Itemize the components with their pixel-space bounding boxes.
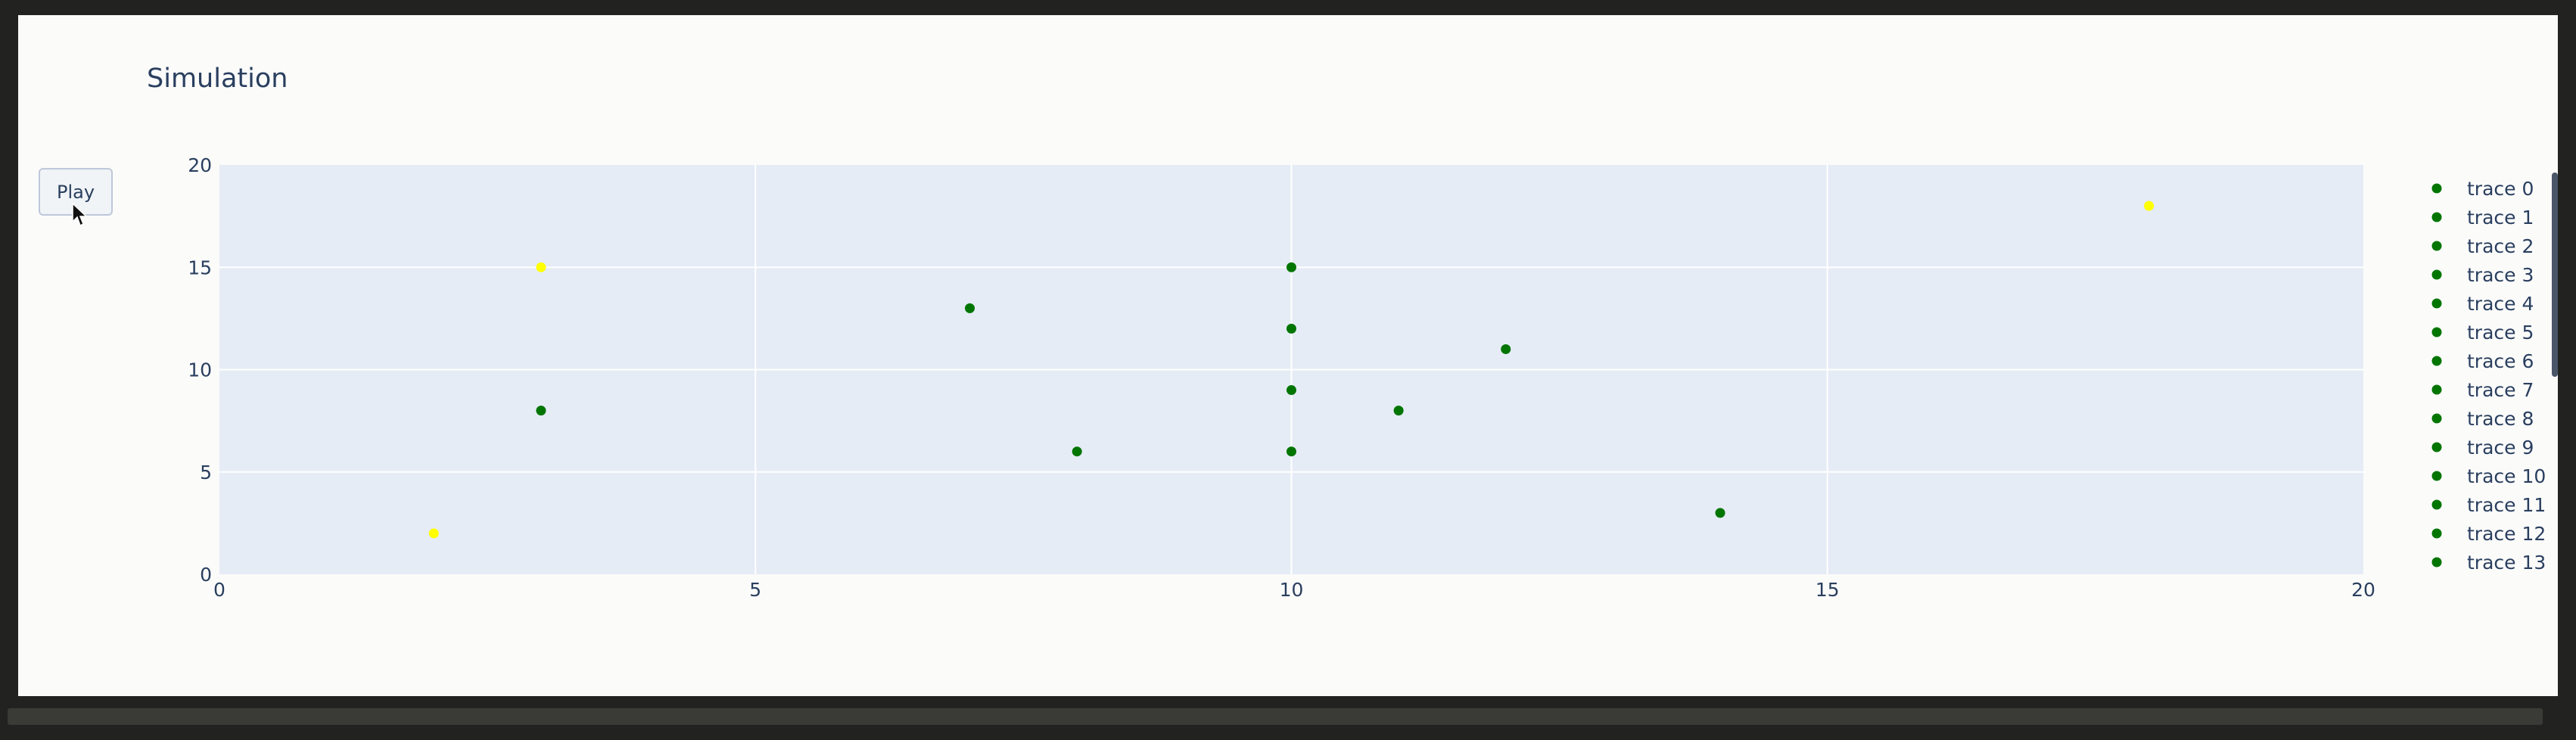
y-tick-label: 0 [200, 564, 212, 586]
legend-item-label: trace 13 [2467, 552, 2546, 574]
data-point-trace-4 [1286, 323, 1296, 334]
data-point-trace-8 [1501, 344, 1511, 354]
legend-marker [2431, 298, 2442, 309]
y-tick-label: 15 [188, 257, 212, 278]
data-point-yellow [536, 262, 546, 272]
y-tick-label: 20 [188, 154, 212, 176]
legend-item-label: trace 4 [2467, 293, 2534, 315]
legend-marker [2431, 557, 2442, 567]
legend-marker [2431, 356, 2442, 366]
legend-marker [2431, 384, 2442, 395]
legend-item-label: trace 2 [2467, 235, 2534, 257]
legend-marker [2431, 499, 2442, 510]
horizontal-scrollbar[interactable] [8, 708, 2543, 725]
legend-marker [2431, 471, 2442, 481]
data-point-trace-2 [1072, 446, 1082, 457]
legend-marker [2431, 212, 2442, 222]
legend-marker [2431, 528, 2442, 539]
x-tick-label: 0 [213, 579, 226, 601]
legend-item-label: trace 3 [2467, 264, 2534, 286]
data-point-yellow [2144, 201, 2154, 211]
x-tick-label: 20 [2351, 579, 2375, 601]
legend-item-label: trace 5 [2467, 322, 2534, 344]
legend-item-label: trace 1 [2467, 207, 2534, 229]
legend-marker [2431, 183, 2442, 194]
data-point-trace-1 [965, 303, 975, 313]
legend-item-label: trace 10 [2467, 465, 2546, 487]
data-point-trace-0 [536, 406, 546, 416]
x-tick-label: 10 [1280, 579, 1304, 601]
data-point-trace-7 [1393, 406, 1404, 416]
legend-item-label: trace 8 [2467, 408, 2534, 430]
data-point-trace-3 [1286, 262, 1296, 272]
mouse-pointer-icon [72, 202, 88, 227]
legend-item-label: trace 9 [2467, 437, 2534, 459]
chart-title: Simulation [147, 64, 288, 94]
data-point-trace-5 [1286, 385, 1296, 396]
legend-marker [2431, 241, 2442, 251]
legend-scrollbar[interactable] [2552, 173, 2558, 377]
y-tick-label: 10 [188, 359, 212, 381]
x-tick-label: 5 [749, 579, 761, 601]
legend-item-label: trace 6 [2467, 350, 2534, 372]
legend-item-label: trace 0 [2467, 178, 2534, 200]
legend-item-label: trace 11 [2467, 494, 2546, 516]
legend-marker [2431, 442, 2442, 452]
data-point-trace-6 [1286, 446, 1296, 457]
data-point-trace-9 [1715, 508, 1725, 518]
legend-marker [2431, 413, 2442, 424]
legend-marker [2431, 269, 2442, 280]
data-point-yellow [428, 528, 439, 539]
y-tick-label: 5 [200, 462, 212, 483]
legend-marker [2431, 327, 2442, 337]
x-tick-label: 15 [1815, 579, 1840, 601]
legend-item-label: trace 7 [2467, 379, 2534, 401]
legend-item-label: trace 12 [2467, 523, 2546, 545]
